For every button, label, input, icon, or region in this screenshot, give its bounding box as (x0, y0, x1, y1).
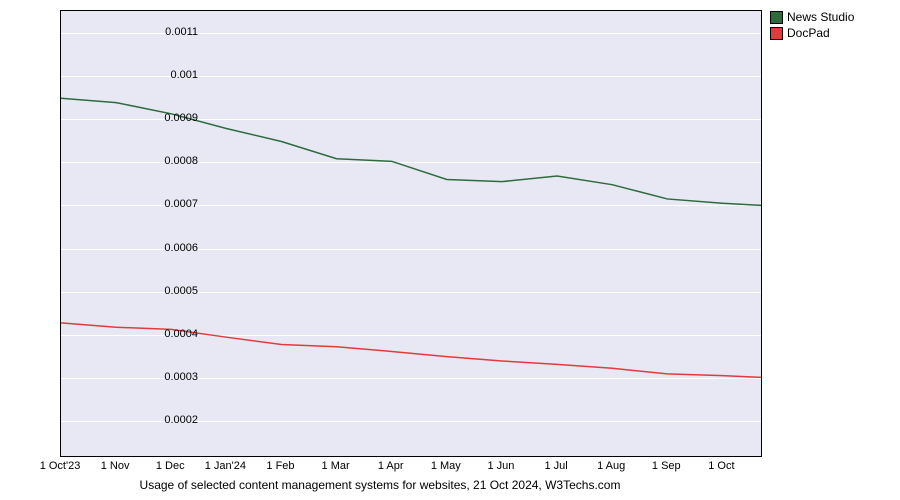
legend-swatch (770, 27, 783, 40)
x-tick-label: 1 Nov (101, 460, 130, 472)
y-tick-label: 0.0011 (165, 26, 198, 38)
x-tick-label: 1 May (431, 460, 461, 472)
x-tick-label: 1 Mar (322, 460, 350, 472)
y-tick-label: 0.0005 (164, 285, 198, 297)
chart-caption: Usage of selected content management sys… (0, 478, 760, 492)
x-tick-label: 1 Jan'24 (205, 460, 246, 472)
y-tick-label: 0.0004 (164, 328, 198, 340)
legend: News Studio DocPad (770, 10, 854, 42)
x-tick-label: 1 Jun (487, 460, 514, 472)
y-tick-label: 0.0009 (164, 112, 198, 124)
chart-container: 0.0002 0.0003 0.0004 0.0005 0.0006 0.0007 0.00… (0, 0, 900, 500)
lines-layer (61, 11, 761, 456)
x-tick-label: 1 Oct (708, 460, 734, 472)
y-tick-label: 0.0007 (164, 198, 198, 210)
x-tick-label: 1 Apr (378, 460, 404, 472)
y-tick-label: 0.0006 (164, 242, 198, 254)
y-tick-label: 0.0008 (164, 155, 198, 167)
y-tick-label: 0.0003 (164, 371, 198, 383)
y-tick-label: 0.001 (170, 69, 198, 81)
legend-swatch (770, 11, 783, 24)
x-tick-label: 1 Oct'23 (40, 460, 81, 472)
legend-item: DocPad (770, 26, 854, 40)
y-tick-label: 0.0002 (164, 414, 198, 426)
x-tick-label: 1 Dec (156, 460, 185, 472)
x-tick-label: 1 Sep (652, 460, 681, 472)
x-tick-label: 1 Feb (266, 460, 294, 472)
plot-background (60, 10, 762, 457)
x-tick-label: 1 Jul (544, 460, 567, 472)
legend-label: News Studio (787, 10, 854, 24)
legend-label: DocPad (787, 26, 830, 40)
x-tick-label: 1 Aug (597, 460, 625, 472)
legend-item: News Studio (770, 10, 854, 24)
